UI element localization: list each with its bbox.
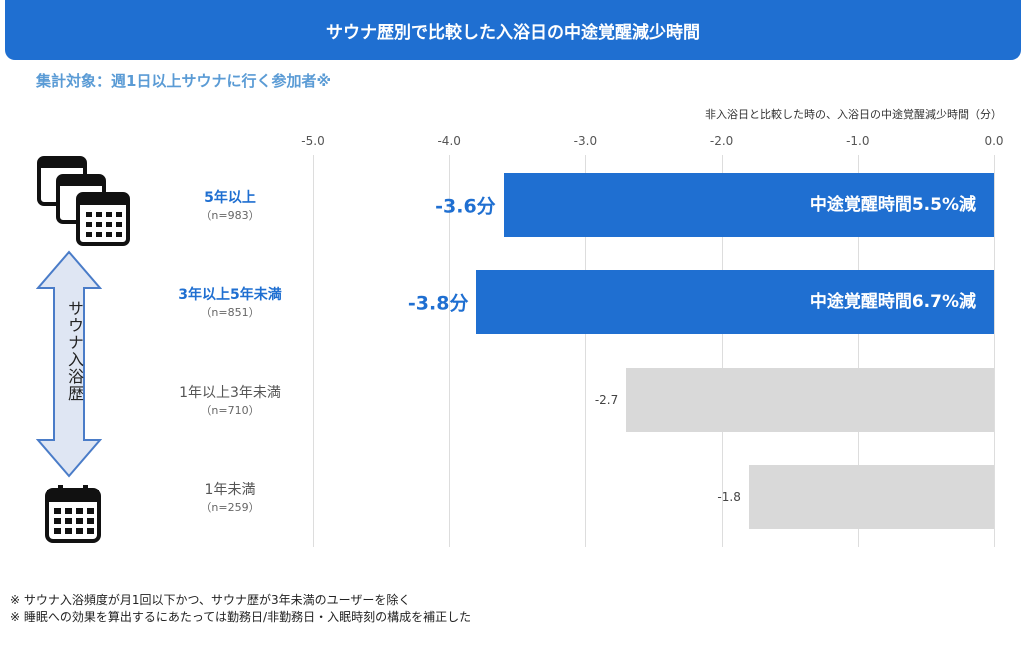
category-name: 1年以上3年未満	[179, 385, 281, 401]
gridline	[585, 155, 587, 547]
bar: 中途覚醒時間6.7%減	[476, 270, 994, 334]
value-label: -3.8分	[407, 292, 469, 315]
value-label: -1.8	[717, 490, 741, 504]
tick-label: -5.0	[301, 134, 325, 148]
double-arrow-icon	[36, 250, 102, 478]
sample-size: （n=983）	[200, 209, 260, 222]
sample-size: （n=851）	[200, 306, 260, 319]
gridline	[313, 155, 314, 547]
gridline	[449, 155, 451, 547]
chart-title: サウナ歴別で比較した入浴日の中途覚醒減少時間	[5, 0, 1021, 60]
tick-label: 0.0	[984, 134, 1004, 148]
category-name: 3年以上5年未満	[178, 287, 282, 303]
value-label: -2.7	[594, 393, 619, 407]
category-label: 1年未満 （n=259）	[150, 479, 310, 515]
bar: 中途覚醒時間5.5%減	[503, 173, 994, 237]
bar	[748, 465, 994, 529]
sample-size: （n=259）	[200, 501, 260, 514]
footnotes: ※ サウナ入浴頻度が月1回以下かつ、サウナ歴が3年未満のユーザーを除く ※ 睡眠…	[10, 592, 471, 626]
sample-size: （n=710）	[200, 404, 260, 417]
value-label: -3.6分	[435, 195, 496, 218]
gridline	[994, 155, 995, 547]
footnote: ※ サウナ入浴頻度が月1回以下かつ、サウナ歴が3年未満のユーザーを除く	[10, 593, 411, 607]
category-name: 5年以上	[204, 190, 256, 206]
tick-label: -3.0	[573, 134, 598, 148]
category-label: 3年以上5年未満 （n=851）	[150, 284, 310, 320]
gridline	[721, 155, 723, 547]
footnote: ※ 睡眠への効果を算出するにあたっては勤務日/非勤務日・入眠時刻の構成を補正した	[10, 610, 472, 624]
gridline	[857, 155, 859, 547]
tick-label: -4.0	[437, 134, 461, 148]
arrow-label: サウナ入浴歴	[65, 300, 84, 402]
calendar-icon	[45, 485, 101, 543]
axis-unit-label: 非入浴日と比較した時の、入浴日の中途覚醒減少時間（分）	[705, 108, 1002, 121]
tick-label: -1.0	[846, 134, 870, 148]
category-label: 5年以上 （n=983）	[150, 187, 310, 223]
calendar-stack-icon	[37, 156, 130, 246]
bar	[626, 368, 994, 432]
bar-inner-label: 中途覚醒時間6.7%減	[809, 292, 976, 312]
chart-subtitle: 集計対象：週1日以上サウナに行く参加者※	[36, 72, 332, 90]
bar-inner-label: 中途覚醒時間5.5%減	[809, 195, 976, 215]
category-label: 1年以上3年未満 （n=710）	[150, 382, 310, 418]
category-name: 1年未満	[204, 482, 256, 498]
tick-label: -2.0	[709, 134, 734, 148]
